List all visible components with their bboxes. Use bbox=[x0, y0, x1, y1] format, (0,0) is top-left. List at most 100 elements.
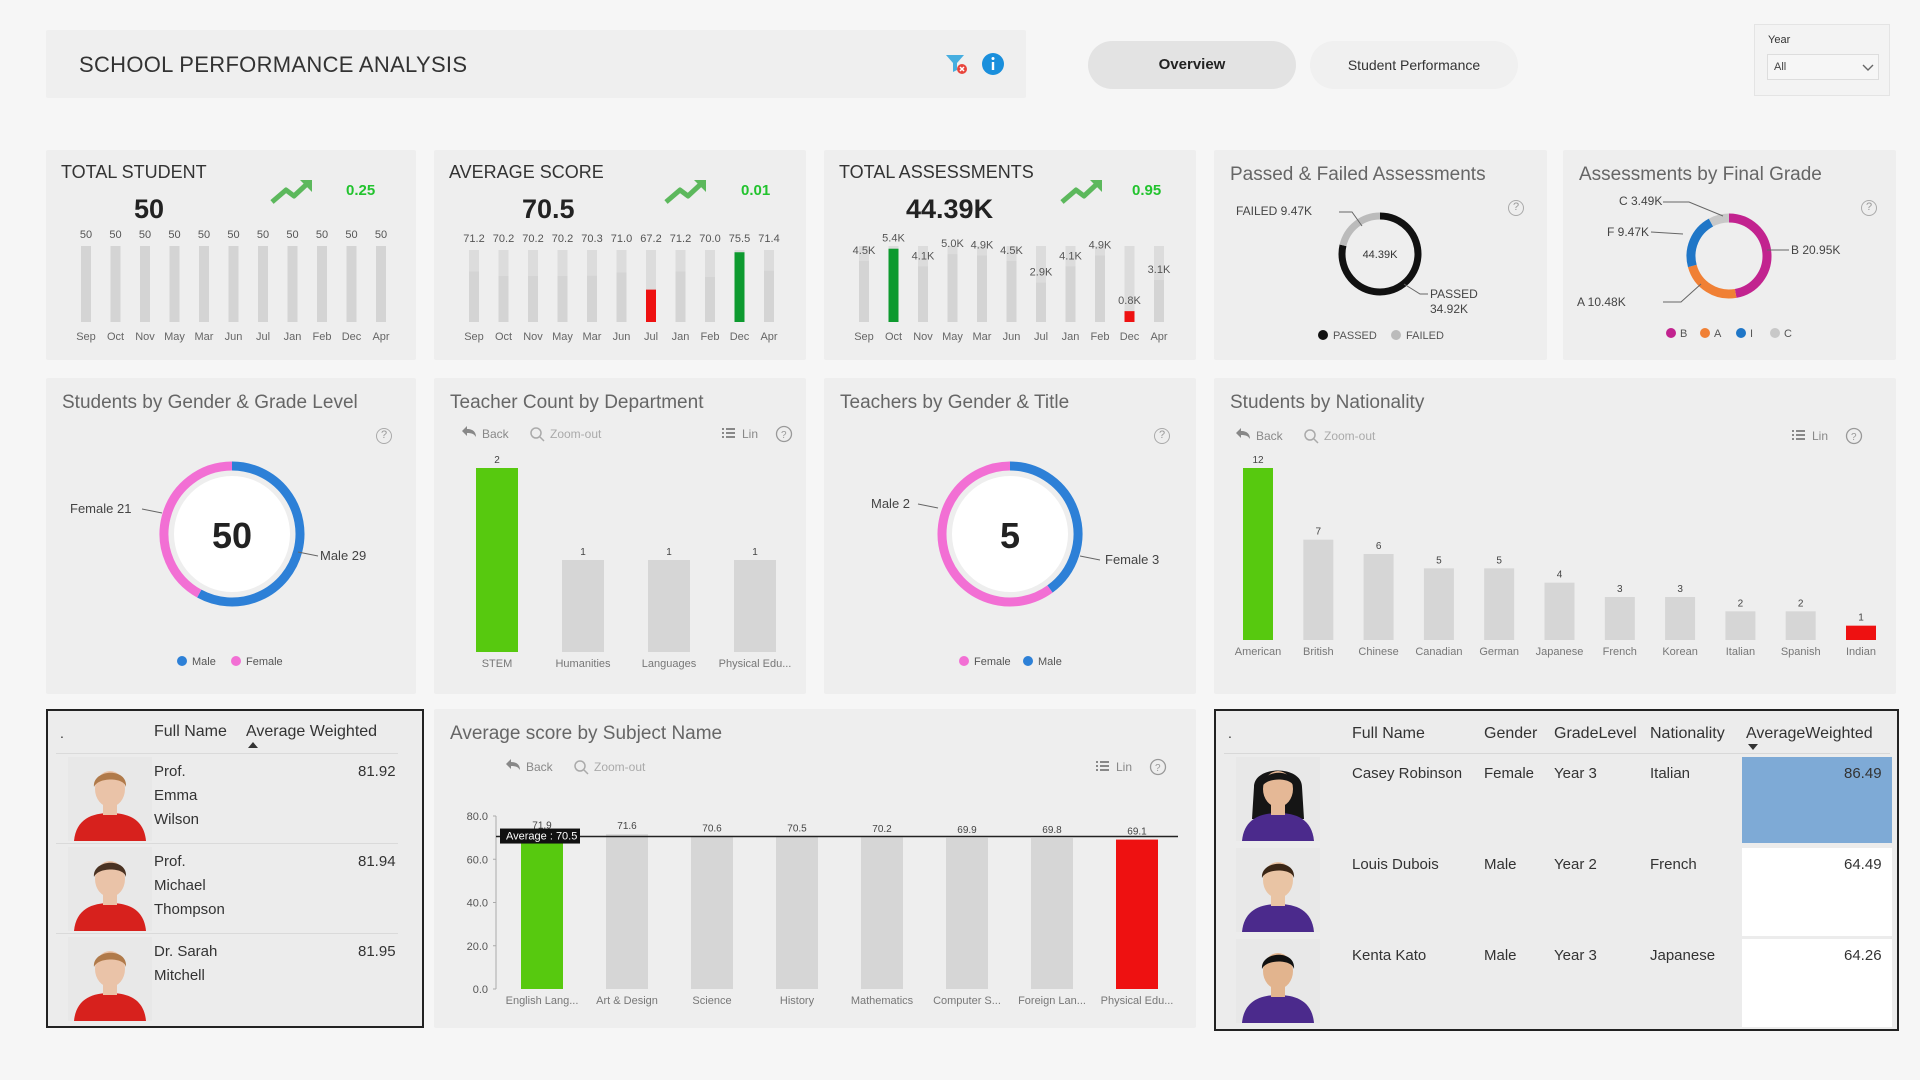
kpi-sparkbars: 4.5K Sep 5.4K Oct 4.1K Nov 5.0K May 4.9K Mar 4.5K J… bbox=[853, 233, 1171, 343]
leader-line bbox=[141, 508, 163, 514]
filter-clear-icon[interactable] bbox=[944, 52, 968, 76]
kpi-bar-label: 50 bbox=[227, 229, 239, 241]
tab-overview[interactable]: Overview bbox=[1088, 41, 1296, 89]
student-table-header-grade[interactable]: GradeLevel bbox=[1554, 725, 1637, 742]
teacher-table-header-score[interactable]: Average Weighted bbox=[246, 723, 378, 740]
bar bbox=[734, 560, 776, 652]
kpi-bar-label: 75.5 bbox=[729, 233, 750, 245]
legend-male: Male bbox=[1038, 656, 1062, 668]
list-icon bbox=[726, 432, 735, 434]
student-table-header-score[interactable]: AverageWeighted bbox=[1746, 725, 1873, 742]
zoom-out-icon bbox=[574, 760, 586, 772]
teacher-table: . Full Name Average Weighted Prof. Emma Wi… bbox=[46, 709, 424, 1028]
student-grade: Year 2 bbox=[1554, 856, 1597, 873]
kpi-bar-label: 4.9K bbox=[971, 240, 994, 252]
kpi-value: 70.5 bbox=[522, 194, 575, 224]
kpi-bar-label: 3.1K bbox=[1148, 264, 1171, 276]
leader-line bbox=[297, 551, 319, 557]
teacher-name: Prof. bbox=[154, 763, 186, 780]
passfail-center: 44.39K bbox=[1363, 249, 1399, 261]
bar bbox=[1484, 568, 1515, 640]
bar-category-label: Korean bbox=[1662, 646, 1697, 658]
grade-slice bbox=[1687, 264, 1737, 299]
leader-line bbox=[917, 503, 939, 509]
kpi-month-label: Oct bbox=[885, 331, 902, 343]
bar-value-label: 71.9 bbox=[532, 821, 552, 832]
gender-center: 50 bbox=[212, 515, 252, 556]
kpi-bar bbox=[734, 252, 745, 322]
y-tick-label: 0.0 bbox=[473, 984, 488, 996]
student-nat: Italian bbox=[1650, 765, 1691, 782]
help-icon[interactable]: ? bbox=[1154, 428, 1170, 444]
kpi-bar-label: 5.4K bbox=[882, 233, 905, 245]
teacher-name: Michael bbox=[154, 877, 206, 894]
passfail-slice bbox=[1339, 212, 1381, 247]
student-nat: French bbox=[1650, 856, 1697, 873]
kpi-bar-label: 70.2 bbox=[552, 233, 573, 245]
teacher-name: Wilson bbox=[154, 811, 200, 828]
kpi-month-label: Oct bbox=[495, 331, 512, 343]
kpi-month-label: Feb bbox=[313, 331, 332, 343]
list-icon bbox=[1096, 765, 1098, 767]
gender-slice bbox=[159, 461, 233, 598]
bar bbox=[946, 837, 988, 989]
bar bbox=[1303, 539, 1334, 640]
kpi-bar-label: 4.9K bbox=[1089, 240, 1112, 252]
legend-dot bbox=[1770, 328, 1780, 338]
final-grade-title: Assessments by Final Grade bbox=[1579, 164, 1822, 185]
donut-center bbox=[952, 476, 1068, 592]
nationality-title: Students by Nationality bbox=[1230, 392, 1425, 413]
avatar bbox=[68, 847, 152, 931]
bar bbox=[1544, 582, 1575, 640]
teachers-gender-title-title: Teachers by Gender & Title bbox=[840, 392, 1070, 413]
student-table-header-nationality[interactable]: Nationality bbox=[1650, 725, 1725, 742]
bar-value-label: 3 bbox=[1677, 584, 1683, 595]
kpi-bar-label: 50 bbox=[286, 229, 298, 241]
tab-student-performance[interactable]: Student Performance bbox=[1310, 41, 1518, 89]
bar bbox=[1243, 468, 1273, 640]
list-icon bbox=[1796, 438, 1805, 440]
help-icon[interactable]: ? bbox=[1861, 200, 1877, 216]
teacher-name: Mitchell bbox=[154, 967, 205, 984]
kpi-bar bbox=[258, 246, 268, 322]
kpi-bar bbox=[1006, 260, 1017, 322]
student-table-header-name[interactable]: Full Name bbox=[1352, 725, 1425, 742]
leader-line bbox=[1403, 283, 1428, 295]
help-icon[interactable]: ? bbox=[376, 428, 392, 444]
info-icon[interactable] bbox=[981, 52, 1005, 76]
avatar-hair bbox=[1261, 863, 1295, 878]
zoom-out-button: Zoom-out bbox=[550, 427, 602, 441]
kpi-month-label: Nov bbox=[135, 331, 155, 343]
bar-category-label: French bbox=[1603, 646, 1637, 658]
kpi-bar-label: 70.3 bbox=[581, 233, 602, 245]
chevron-down-icon bbox=[1862, 64, 1874, 71]
kpi-month-label: Sep bbox=[464, 331, 484, 343]
kpi-bar bbox=[675, 271, 686, 322]
student-table-header-gender[interactable]: Gender bbox=[1484, 725, 1538, 742]
year-dropdown[interactable]: All bbox=[1767, 54, 1879, 80]
teachers-center: 5 bbox=[1000, 515, 1020, 556]
kpi-month-label: Feb bbox=[1091, 331, 1110, 343]
kpi-bar-label: 71.4 bbox=[758, 233, 779, 245]
avatar-image bbox=[1242, 953, 1314, 1023]
grade-c-label: C 3.49K bbox=[1619, 194, 1662, 208]
bar bbox=[1604, 597, 1635, 640]
kpi-month-label: Jan bbox=[284, 331, 302, 343]
bar-value-label: 69.8 bbox=[1042, 825, 1062, 836]
kpi-month-label: Sep bbox=[76, 331, 96, 343]
passfail-slice bbox=[1338, 212, 1422, 296]
teacher-department-card: Teacher Count by Department Back Zoom-out… bbox=[434, 378, 806, 694]
y-tick-label: 80.0 bbox=[467, 811, 488, 823]
teachers-gender-donut: 5 Male 2 Female 3 Female Male bbox=[871, 461, 1159, 668]
bar bbox=[1423, 568, 1454, 640]
kpi-bar bbox=[110, 246, 121, 322]
avatar bbox=[68, 937, 152, 1021]
male-label: Male 29 bbox=[320, 548, 366, 563]
student-table: . Full Name Gender GradeLevel Nationalit… bbox=[1214, 709, 1899, 1031]
kpi-bar-label: 0.8K bbox=[1118, 295, 1141, 307]
help-icon[interactable]: ? bbox=[1508, 200, 1524, 216]
kpi-month-label: Jul bbox=[1034, 331, 1048, 343]
teacher-table-header-name[interactable]: Full Name bbox=[154, 723, 227, 740]
kpi-bar bbox=[705, 277, 715, 322]
nationality-chart: Back Zoom-out Lin ?12American7British6Chine… bbox=[1235, 427, 1876, 658]
